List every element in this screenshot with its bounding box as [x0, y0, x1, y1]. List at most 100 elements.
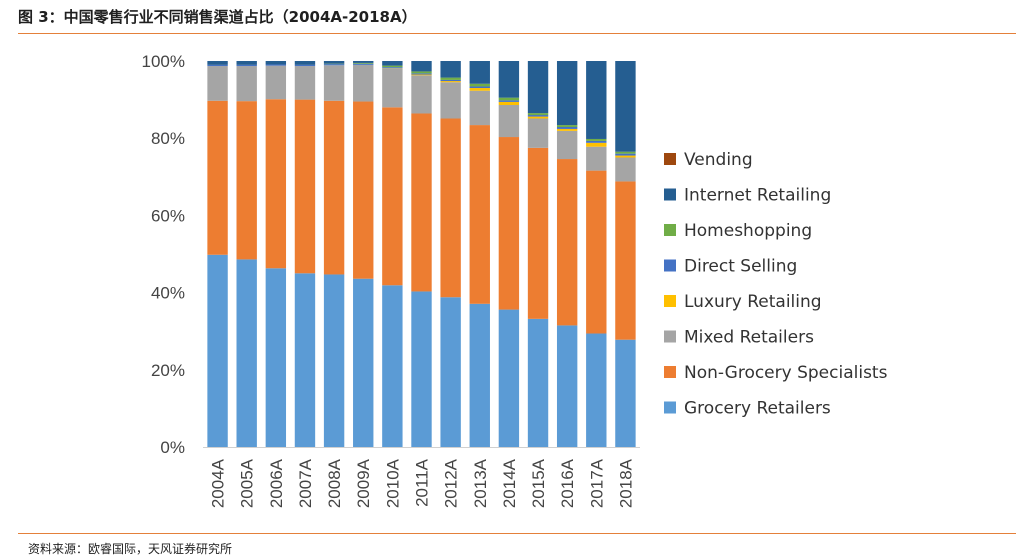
bar-segment [498, 61, 520, 98]
x-tick-label: 2014A [500, 458, 519, 508]
bar-stack-2004A [207, 61, 228, 447]
bar-segment [586, 61, 607, 139]
x-tick-label: 2013A [471, 458, 490, 508]
legend-label: Grocery Retailers [684, 399, 831, 419]
x-tick-label: 2011A [413, 458, 432, 507]
y-tick-label: 0% [160, 438, 185, 457]
bar-segment [469, 90, 490, 126]
bar-segment [586, 146, 607, 171]
legend-swatch [664, 259, 676, 272]
bar-segment [440, 297, 461, 447]
bar-segment [586, 138, 607, 141]
bar-segment [207, 254, 228, 447]
legend-label: Mixed Retailers [684, 328, 814, 348]
bar-segment [615, 157, 636, 182]
bar-segment [615, 151, 636, 154]
bar-segment [556, 130, 578, 160]
bar-segment [527, 147, 549, 319]
bar-segment [498, 105, 520, 138]
header-rule [18, 33, 1016, 34]
bar-segment [498, 101, 520, 106]
bar-segment [236, 64, 257, 67]
bar-segment [294, 66, 316, 100]
bar-segment [586, 170, 607, 334]
bar-stack-2014A [498, 61, 520, 447]
x-tick-label: 2004A [209, 458, 228, 508]
x-tick-label: 2018A [616, 458, 635, 508]
y-axis: 0% 20% 40% 60% 80% 100% [142, 52, 185, 457]
legend-label: Vending [684, 150, 753, 170]
bar-segment [382, 67, 403, 69]
bar-segment [440, 81, 461, 83]
bar-segment [498, 309, 520, 447]
legend-swatch [664, 188, 676, 201]
y-tick-label: 20% [151, 361, 185, 380]
bar-segment [353, 62, 374, 64]
bar-segment [527, 115, 549, 117]
bar-segment [411, 75, 432, 114]
bar-stack-2006A [265, 61, 287, 447]
bar-segment [294, 273, 316, 447]
bar-segment [353, 101, 374, 279]
bar-segment [207, 64, 228, 67]
bar-segment [469, 88, 490, 91]
bar-segment [294, 99, 316, 274]
bar-segment [615, 339, 636, 447]
legend: Vending Internet Retailing Homeshopping Dir… [664, 150, 888, 419]
bar-segment [265, 64, 287, 66]
bar-segment [586, 333, 607, 447]
bar-stack-2010A [382, 61, 403, 447]
bar-segment [265, 99, 287, 269]
x-tick-label: 2016A [558, 458, 577, 508]
bar-segment [527, 118, 549, 148]
bar-segment [440, 79, 461, 82]
bar-stack-2018A [615, 61, 636, 447]
bar-segment [498, 97, 520, 101]
bar-segment [527, 61, 549, 114]
bar-stacks [207, 61, 636, 447]
bar-segment [382, 285, 403, 447]
bar-segment [527, 318, 549, 447]
y-tick-label: 80% [151, 129, 185, 148]
legend-item: Homeshopping [664, 221, 812, 241]
bar-segment [323, 61, 345, 64]
legend-swatch [664, 295, 676, 307]
bar-segment [353, 278, 374, 447]
bar-segment [411, 73, 432, 75]
bar-segment [586, 142, 607, 147]
bar-stack-2017A [586, 61, 607, 447]
x-tick-label: 2007A [296, 458, 315, 508]
footer-rule [18, 533, 1016, 534]
bar-segment [615, 181, 636, 340]
legend-label: Non-Grocery Specialists [684, 363, 888, 383]
legend-label: Luxury Retailing [684, 292, 822, 312]
bar-stack-2011A [411, 61, 432, 447]
legend-item: Grocery Retailers [664, 399, 831, 419]
bar-segment [527, 113, 549, 116]
bar-segment [353, 63, 374, 65]
bar-segment [265, 61, 287, 65]
bar-segment [615, 61, 636, 152]
bar-segment [469, 83, 490, 87]
legend-item: Internet Retailing [664, 186, 831, 206]
bar-segment [265, 65, 287, 100]
bar-segment [323, 64, 345, 66]
bar-segment [294, 61, 316, 65]
bar-segment [469, 86, 490, 89]
bar-segment [411, 71, 432, 74]
bar-segment [323, 65, 345, 101]
x-axis: 2004A 2005A 2006A 2007A 2008A 2009A 2010A 2011A… [203, 447, 640, 508]
bar-stack-2005A [236, 61, 257, 447]
x-tick-label: 2005A [238, 458, 257, 508]
bar-segment [411, 291, 432, 447]
bar-segment [440, 61, 461, 78]
bar-stack-2013A [469, 61, 490, 447]
bar-segment [207, 61, 228, 65]
bar-segment [411, 61, 432, 72]
bar-segment [556, 325, 578, 447]
legend-label: Homeshopping [684, 221, 812, 241]
legend-item: Direct Selling [664, 257, 797, 277]
bar-segment [323, 274, 345, 447]
bar-segment [556, 159, 578, 326]
bar-segment [440, 118, 461, 298]
